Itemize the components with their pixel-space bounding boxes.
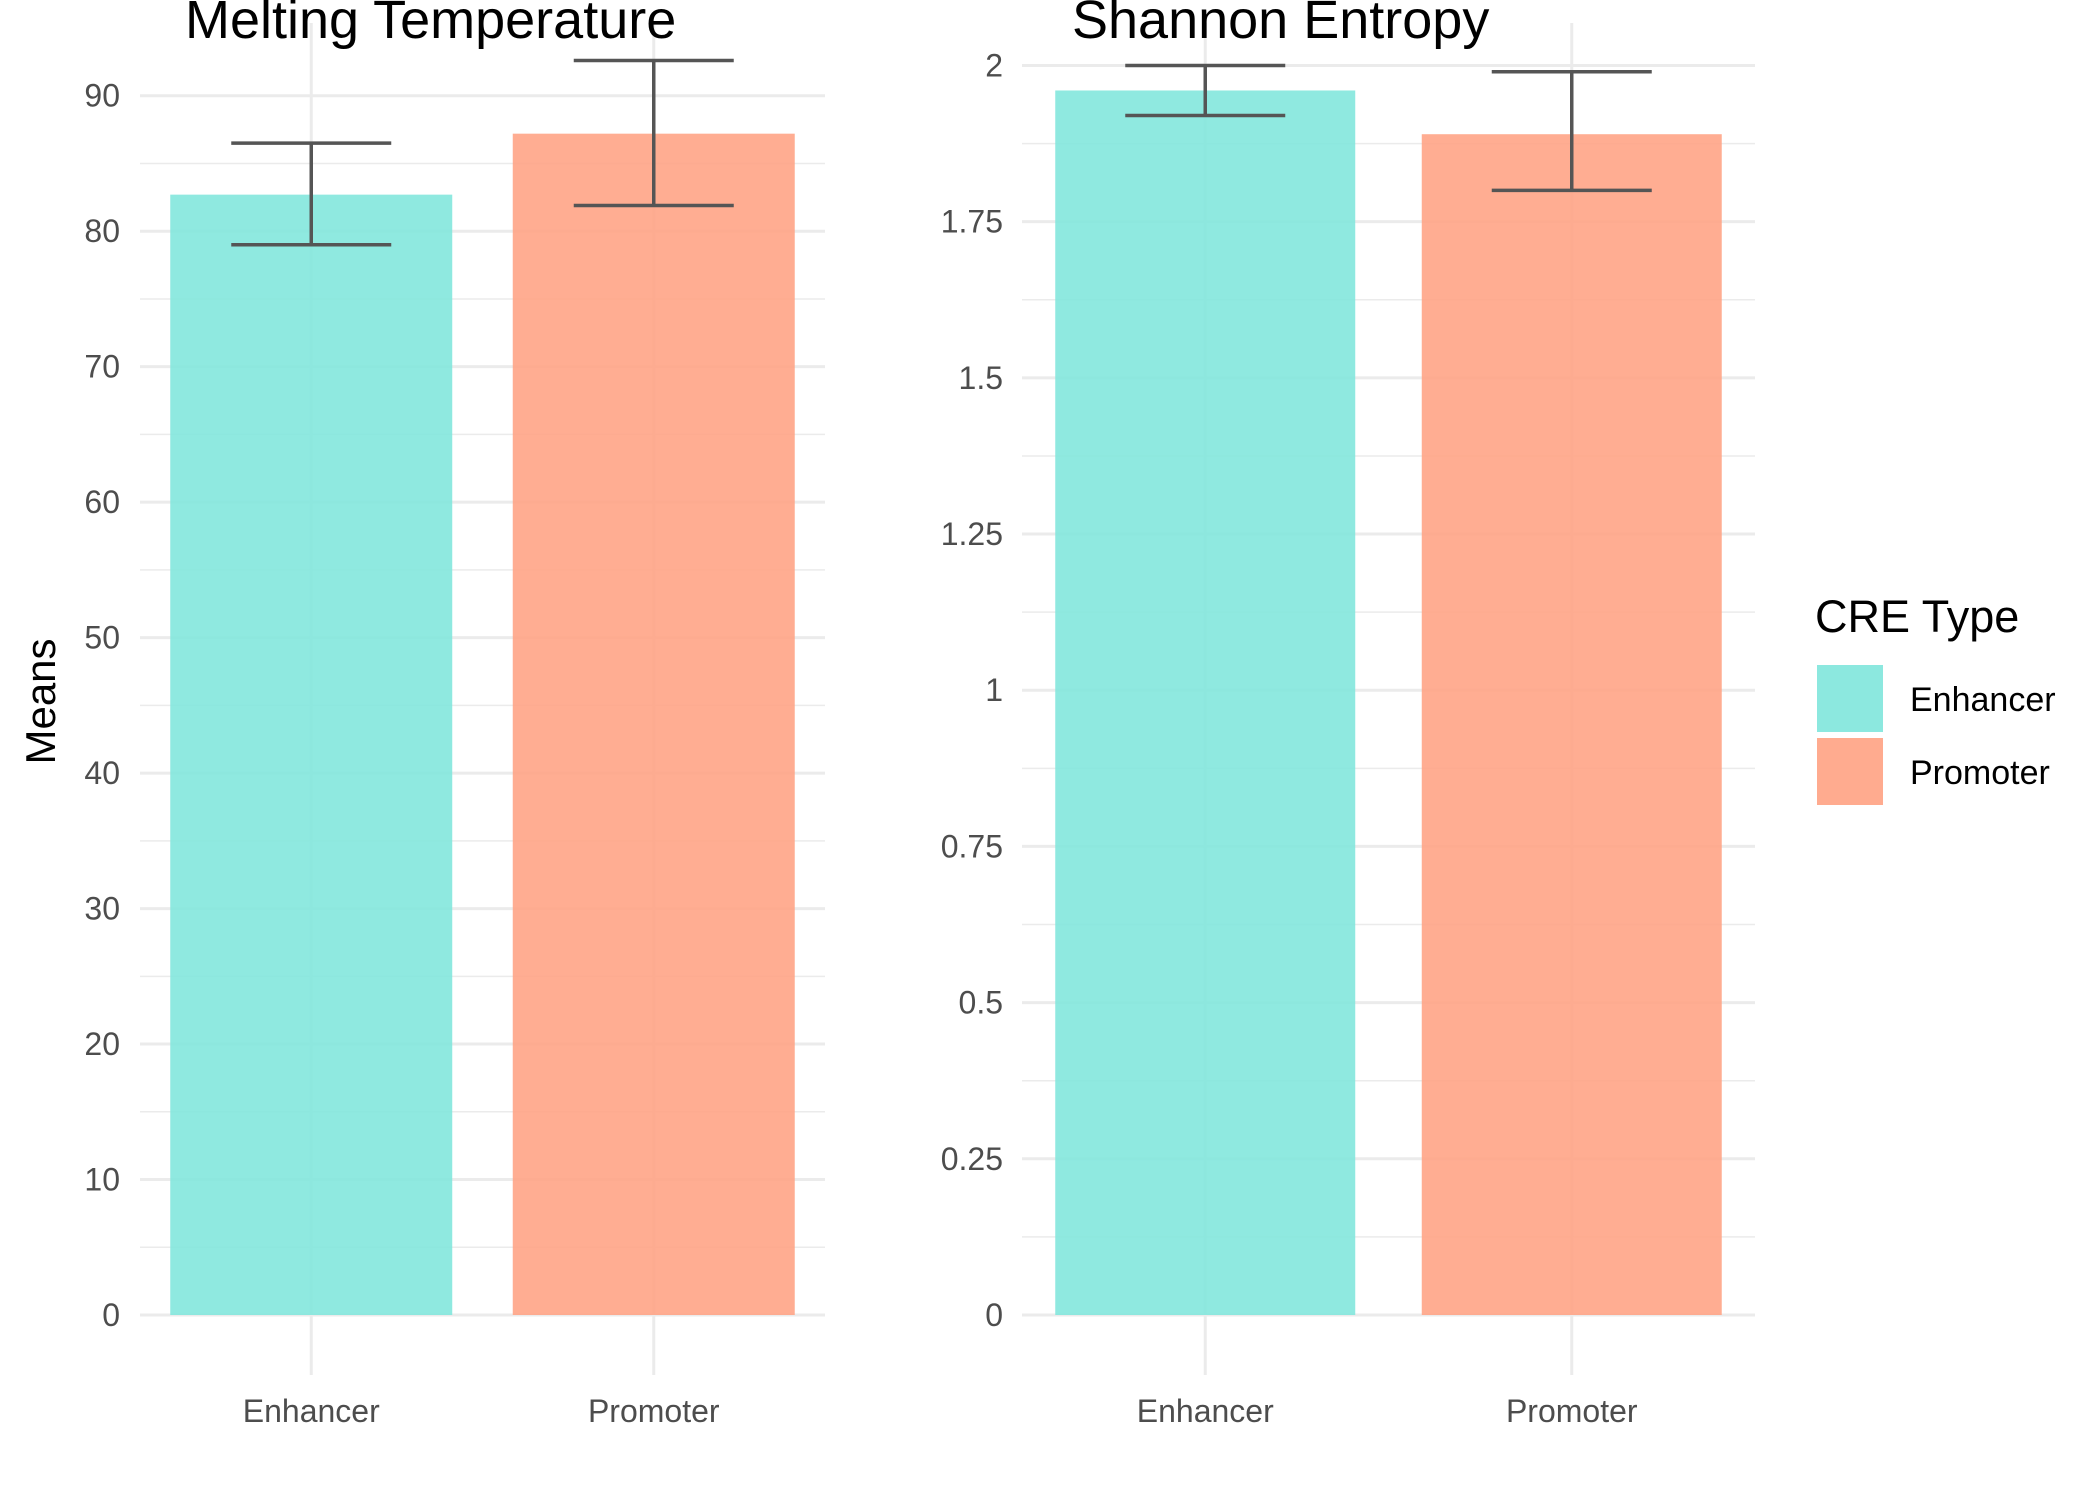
y-tick-label: 70 — [84, 349, 120, 385]
legend-label-enhancer: Enhancer — [1910, 681, 2056, 719]
legend: CRE Type Enhancer Promoter — [1815, 591, 2056, 805]
x-tick-label: Promoter — [1506, 1393, 1638, 1429]
y-tick-label: 1 — [985, 672, 1003, 708]
y-tick-label: 0.75 — [941, 828, 1003, 864]
chart-title: Melting Temperature — [185, 0, 676, 50]
y-tick-label: 20 — [84, 1026, 120, 1062]
y-tick-label: 2 — [985, 47, 1003, 83]
bar-promoter — [512, 133, 795, 1316]
error-bar-promoter — [1491, 69, 1652, 193]
error-bar-enhancer — [1125, 63, 1286, 118]
y-tick-label: 0 — [102, 1297, 120, 1333]
y-tick-label: 0.5 — [959, 985, 1003, 1021]
bar-enhancer — [170, 194, 453, 1316]
y-tick-label: 90 — [84, 78, 120, 114]
y-tick-label: 40 — [84, 755, 120, 791]
y-tick-label: 0 — [985, 1297, 1003, 1333]
legend-title: CRE Type — [1815, 591, 2019, 642]
panel-2: 0 0.25 0.5 0.75 1 1.25 1.5 1.75 2 Enhancer Promote… — [941, 0, 1755, 1429]
y-tick-label: 60 — [84, 484, 120, 520]
y-axis-label: Means — [17, 638, 64, 764]
y-tick-label: 80 — [84, 213, 120, 249]
bar-enhancer — [1055, 90, 1356, 1316]
y-tick-label: 1.5 — [959, 360, 1003, 396]
x-tick-label: Enhancer — [1137, 1393, 1274, 1429]
error-bar-promoter — [573, 58, 734, 208]
y-tick-label: 1.75 — [941, 204, 1003, 240]
y-tick-label: 0.25 — [941, 1141, 1003, 1177]
x-tick-label: Enhancer — [243, 1393, 380, 1429]
legend-swatch-promoter — [1817, 738, 1883, 805]
x-tick-label: Promoter — [588, 1393, 720, 1429]
y-tick-label: 1.25 — [941, 516, 1003, 552]
legend-label-promoter: Promoter — [1910, 754, 2050, 792]
error-bar-enhancer — [231, 141, 392, 247]
y-tick-label: 30 — [84, 891, 120, 927]
y-tick-label: 50 — [84, 620, 120, 656]
chart-title: Shannon Entropy — [1072, 0, 1489, 50]
bar-promoter — [1421, 134, 1722, 1315]
y-tick-label: 10 — [84, 1162, 120, 1198]
legend-swatch-enhancer — [1817, 665, 1883, 732]
panel-1: 0 10 20 30 40 50 60 70 80 90 Enhancer Promoter Melti… — [17, 0, 825, 1429]
